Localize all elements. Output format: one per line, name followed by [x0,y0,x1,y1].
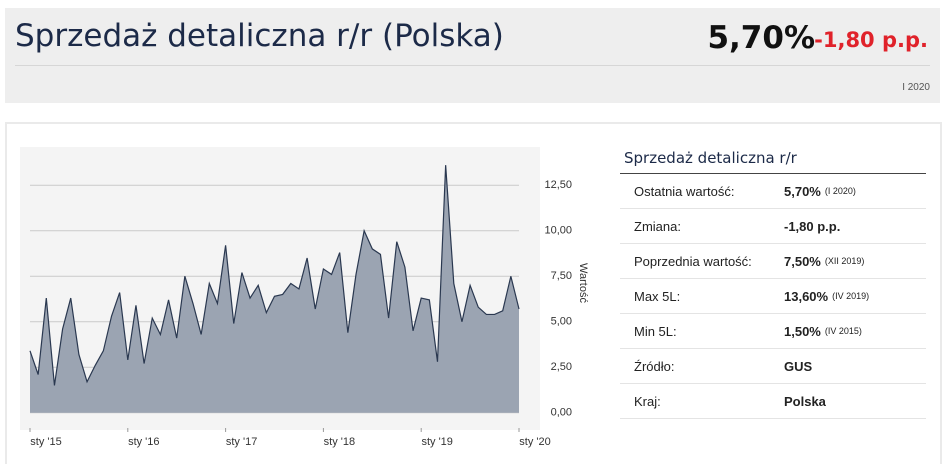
info-row: Kraj: Polska [620,384,926,419]
row-value: 5,70% [784,183,821,199]
row-label: Min 5L: [634,323,677,339]
row-value: 1,50% [784,323,821,339]
x-tick-label: sty '19 [421,436,452,448]
row-value: 13,60% [784,288,829,304]
x-tick-label: sty '16 [128,436,159,448]
y-tick-label: 12,50 [544,179,572,191]
y-axis-label: Wartość [577,263,589,303]
row-value: Polska [784,393,826,409]
info-table: Sprzedaż detaliczna r/r Ostatnia wartość… [620,145,926,419]
row-label: Źródło: [634,358,675,374]
row-note: (XII 2019) [824,256,865,266]
row-label: Ostatnia wartość: [634,183,735,199]
x-tick-label: sty '17 [226,436,257,448]
title: Sprzedaż detaliczna r/r (Polska) [15,18,504,54]
row-label: Zmiana: [634,218,681,234]
header: Sprzedaż detaliczna r/r (Polska) 5,70% -… [5,8,940,103]
current-value: 5,70% [707,20,815,56]
panel [5,122,942,464]
row-note: (IV 2015) [824,326,862,336]
row-label: Kraj: [634,393,661,409]
change: -1,80 p.p. [814,28,928,52]
info-title: Sprzedaż detaliczna r/r [620,145,926,174]
y-tick-label: 0,00 [551,407,572,419]
row-value: 7,50% [784,253,821,269]
y-tick-label: 5,00 [551,316,572,328]
x-tick-label: sty '18 [324,436,355,448]
info-row: Max 5L: 13,60% (IV 2019) [620,279,926,314]
line [29,165,520,386]
area [30,165,519,413]
info-row: Ostatnia wartość: 5,70% (I 2020) [620,174,926,209]
info-row: Zmiana: -1,80 p.p. [620,209,926,244]
x-tick-label: sty '15 [30,436,61,448]
row-note: (IV 2019) [832,291,870,301]
row-value: -1,80 p.p. [784,218,841,234]
info-row: Źródło: GUS [620,349,926,384]
divider [15,65,930,66]
row-label: Poprzednia wartość: [634,253,752,269]
row-note: (I 2020) [824,186,856,196]
x-tick-label: sty '20 [519,436,550,448]
row-label: Max 5L: [634,288,681,304]
y-tick-label: 7,50 [551,270,572,282]
period: I 2020 [902,82,930,93]
info-row: Min 5L: 1,50% (IV 2015) [620,314,926,349]
y-tick-label: 2,50 [551,361,572,373]
y-tick-label: 10,00 [544,225,572,237]
row-value: GUS [784,358,813,374]
info-row: Poprzednia wartość: 7,50% (XII 2019) [620,244,926,279]
